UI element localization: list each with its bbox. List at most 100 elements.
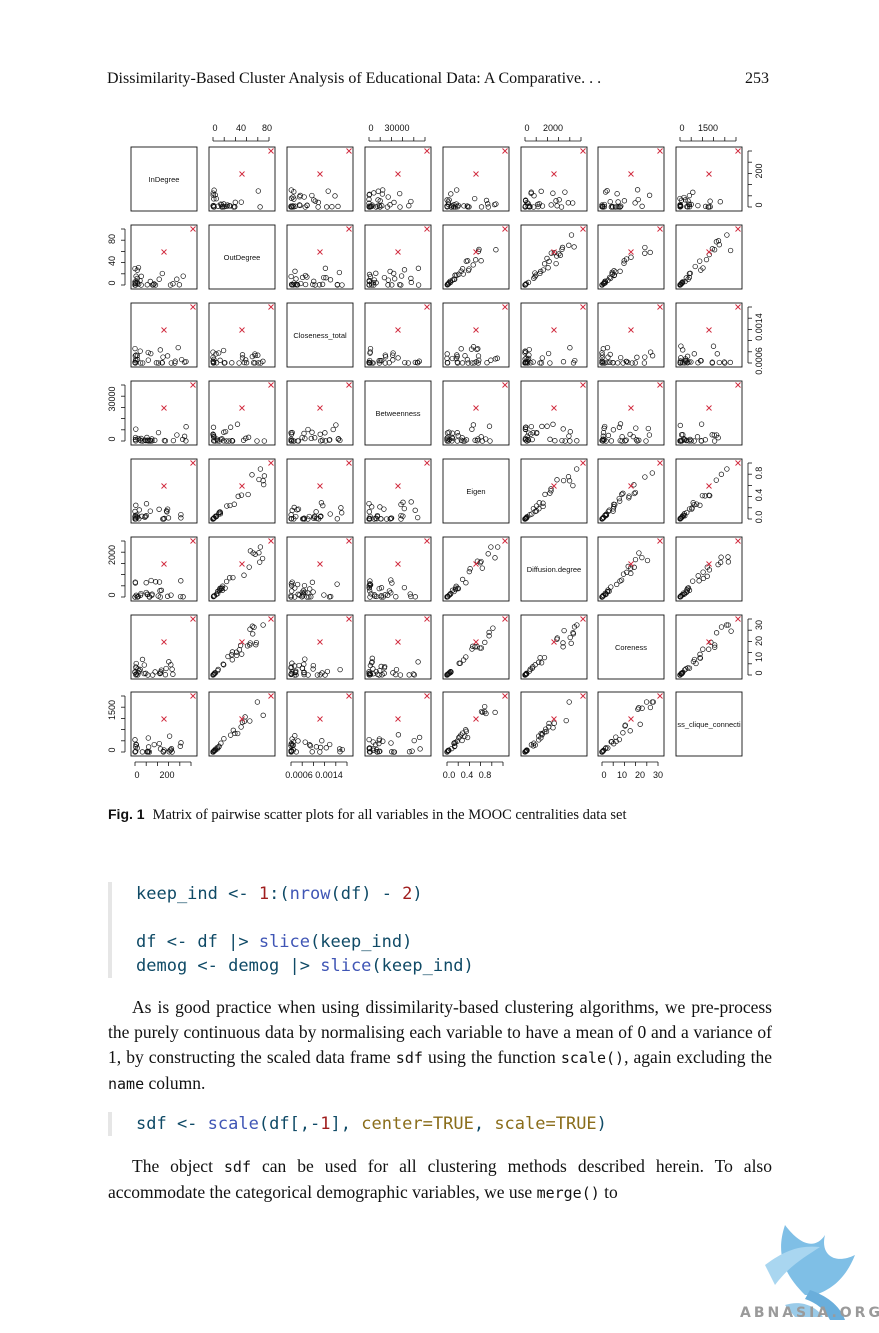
- data-point: [631, 490, 637, 497]
- data-point: [538, 188, 544, 194]
- highlight-point: [317, 639, 323, 645]
- data-point: [323, 275, 329, 281]
- data-point: [686, 192, 693, 199]
- data-point: [388, 740, 394, 746]
- data-point: [488, 357, 494, 363]
- data-point: [163, 665, 169, 672]
- data-point: [217, 357, 223, 363]
- data-point: [406, 203, 412, 209]
- data-point: [375, 188, 381, 194]
- data-point: [230, 574, 236, 581]
- data-point: [475, 436, 481, 442]
- data-point: [377, 198, 383, 204]
- data-point: [374, 513, 381, 520]
- data-point: [614, 191, 620, 197]
- data-point: [570, 200, 576, 206]
- data-point: [536, 500, 542, 506]
- data-point: [560, 426, 566, 432]
- data-point: [385, 194, 391, 200]
- panel-frame: [286, 224, 354, 290]
- data-point: [132, 594, 138, 600]
- data-point: [390, 357, 396, 363]
- data-point: [259, 555, 266, 562]
- data-point: [148, 350, 154, 357]
- data-point: [727, 247, 734, 254]
- data-point: [178, 515, 184, 521]
- data-point: [145, 357, 151, 363]
- data-point: [699, 492, 706, 499]
- data-point: [479, 709, 486, 716]
- data-point: [677, 516, 683, 522]
- axis-tick-label: 0: [368, 123, 373, 133]
- data-point: [446, 670, 452, 676]
- data-point: [606, 588, 612, 594]
- data-point: [622, 723, 628, 729]
- data-point: [243, 360, 250, 366]
- data-point: [530, 359, 536, 365]
- code-block-keep-ind: keep_ind <- 1:(nrow(df) - 2) df <- df |>…: [108, 882, 474, 978]
- data-point: [628, 254, 634, 260]
- data-point: [335, 436, 342, 442]
- data-point: [546, 724, 552, 730]
- data-point: [301, 194, 307, 200]
- diagonal-variable-label: OutDegree: [224, 253, 261, 262]
- data-point: [335, 203, 341, 210]
- data-point: [322, 430, 328, 436]
- data-point: [292, 733, 298, 739]
- data-point: [397, 204, 403, 210]
- data-point: [229, 657, 235, 663]
- data-point: [301, 669, 307, 675]
- data-point: [239, 651, 245, 657]
- data-point: [690, 189, 696, 195]
- data-point: [493, 247, 499, 253]
- highlight-point: [268, 616, 274, 622]
- highlight-point: [628, 249, 634, 255]
- data-point: [169, 666, 175, 672]
- data-point: [164, 353, 171, 359]
- data-point: [239, 352, 246, 358]
- data-point: [453, 355, 459, 362]
- data-point: [367, 588, 373, 594]
- data-point: [218, 740, 224, 746]
- panel-frame: [286, 146, 354, 212]
- data-point: [170, 281, 176, 287]
- data-point: [539, 203, 546, 209]
- data-point: [492, 555, 498, 561]
- highlight-point: [190, 538, 196, 544]
- highlight-point: [735, 148, 741, 154]
- data-point: [309, 749, 315, 755]
- data-point: [288, 187, 294, 193]
- data-point: [301, 670, 307, 676]
- data-point: [702, 437, 708, 443]
- data-point: [393, 666, 400, 673]
- data-point: [677, 422, 683, 429]
- data-point: [570, 360, 577, 366]
- data-point: [485, 551, 491, 557]
- data-point: [382, 592, 388, 598]
- data-point: [210, 359, 217, 365]
- data-point: [459, 737, 465, 744]
- data-point: [378, 585, 385, 591]
- data-point: [369, 504, 375, 510]
- data-point: [724, 466, 730, 472]
- highlight-point: [473, 405, 479, 411]
- data-point: [445, 671, 451, 677]
- data-point: [245, 491, 251, 498]
- data-point: [624, 358, 630, 365]
- panel-frame: [442, 146, 510, 212]
- data-point: [212, 438, 218, 444]
- data-point: [567, 345, 573, 351]
- data-point: [617, 578, 623, 584]
- data-point: [627, 431, 633, 438]
- data-point: [621, 258, 627, 264]
- data-point: [149, 438, 155, 444]
- data-point: [695, 573, 701, 579]
- data-point: [456, 271, 462, 277]
- data-point: [476, 357, 482, 363]
- data-point: [219, 436, 225, 442]
- data-point: [459, 266, 466, 272]
- data-point: [553, 260, 559, 267]
- data-point: [398, 282, 404, 288]
- data-point: [643, 438, 649, 444]
- data-point: [236, 647, 243, 653]
